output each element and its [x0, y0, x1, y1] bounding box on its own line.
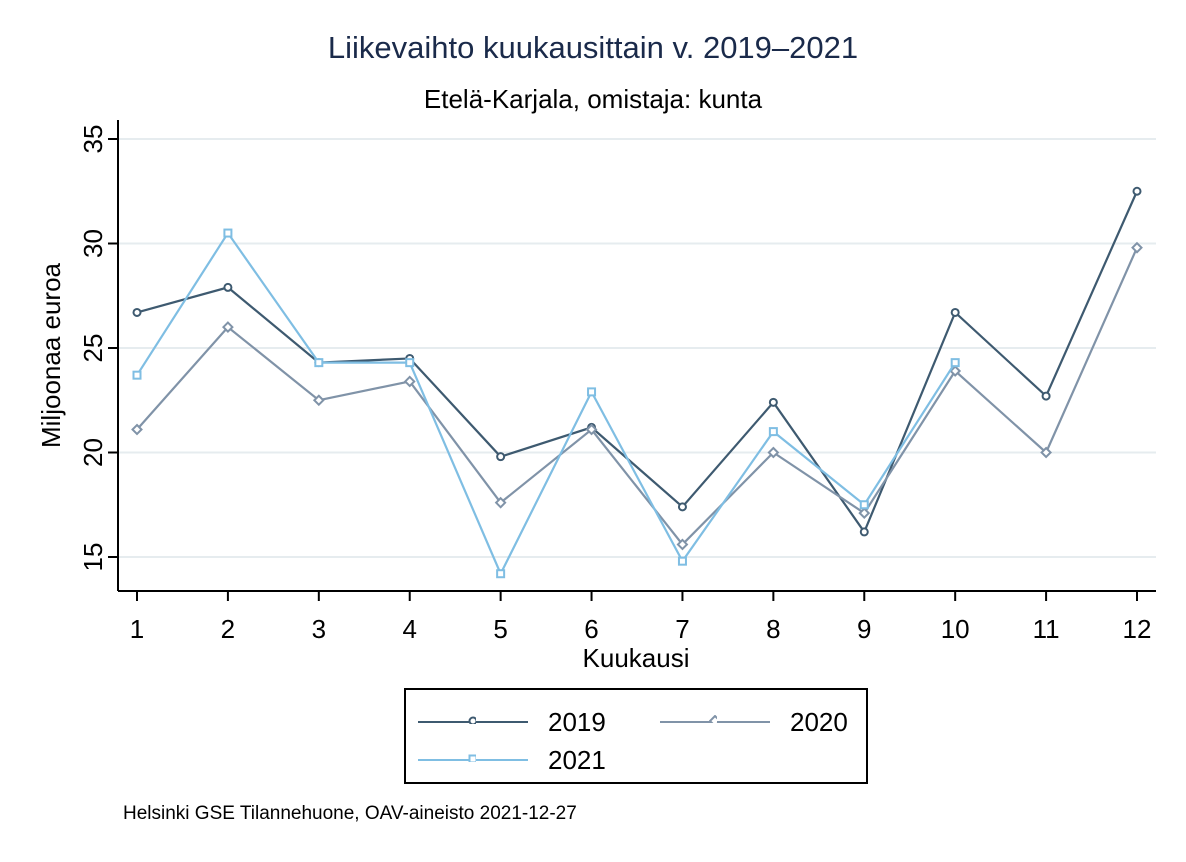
source-note: Helsinki GSE Tilannehuone, OAV-aineisto … [123, 803, 577, 824]
point-2021-2 [223, 228, 233, 238]
x-axis-title: Kuukausi [583, 643, 690, 673]
point-2020-1 [131, 423, 143, 436]
legend-label-2020: 2020 [790, 707, 848, 737]
x-tick-label-10: 10 [941, 614, 970, 644]
circle-marker-icon [468, 716, 476, 724]
point-2019-2 [223, 282, 233, 292]
point-2019-1 [132, 307, 142, 317]
point-2019-8 [768, 397, 778, 407]
x-tick-label-2: 2 [221, 614, 235, 644]
x-tick-label-12: 12 [1123, 614, 1152, 644]
point-2019-5 [496, 452, 506, 462]
legend: 2019 2020 2021 [404, 688, 868, 784]
point-2019-10 [950, 307, 960, 317]
x-tick-label-9: 9 [857, 614, 871, 644]
x-tick-label-7: 7 [675, 614, 689, 644]
series-line-2021 [136, 231, 957, 577]
x-tick-label-4: 4 [402, 614, 416, 644]
x-tick-label-11: 11 [1033, 614, 1060, 644]
point-2020-5 [494, 496, 507, 509]
point-2020-7 [676, 538, 689, 551]
point-2020-11 [1040, 446, 1053, 459]
series-line-2020 [136, 247, 1139, 547]
point-2019-7 [677, 502, 687, 512]
point-2021-8 [768, 427, 778, 437]
point-2020-10 [949, 365, 962, 377]
point-2021-1 [132, 370, 142, 380]
point-2021-10 [950, 358, 960, 368]
legend-label-2019: 2019 [548, 707, 606, 737]
series-line-2019 [136, 190, 1139, 535]
y-tick-label-30: 30 [78, 229, 108, 258]
point-2019-12 [1132, 186, 1142, 196]
point-2021-9 [859, 500, 869, 510]
diamond-marker-icon [709, 715, 717, 723]
x-tick-label-8: 8 [766, 614, 780, 644]
point-2020-3 [312, 394, 325, 407]
point-2020-12 [1131, 241, 1143, 254]
chart-subtitle: Etelä-Karjala, omistaja: kunta [423, 84, 763, 114]
series-group [131, 186, 1143, 579]
x-tick-label-3: 3 [312, 614, 326, 644]
point-2020-8 [767, 446, 780, 459]
square-marker-icon [468, 754, 476, 762]
point-2019-9 [859, 527, 869, 537]
grid-lines [118, 138, 1156, 558]
legend-label-2021: 2021 [548, 745, 606, 775]
point-2021-3 [314, 358, 324, 368]
point-2019-11 [1041, 391, 1051, 401]
chart-title: Liikevaihto kuukausittain v. 2019–2021 [327, 30, 859, 65]
point-2021-5 [496, 569, 506, 579]
point-2021-7 [677, 556, 687, 566]
y-tick-label-35: 35 [78, 125, 108, 154]
x-tick-label-6: 6 [584, 614, 598, 644]
y-axis-title: Miljoonaa euroa [36, 262, 66, 448]
point-2020-6 [585, 423, 598, 436]
point-2020-9 [858, 507, 871, 520]
x-tick-label-1: 1 [130, 614, 144, 644]
point-2020-4 [403, 375, 416, 388]
point-2021-6 [587, 387, 597, 397]
point-2021-4 [405, 358, 415, 368]
x-tick-label-5: 5 [493, 614, 507, 644]
point-2020-2 [221, 321, 234, 334]
y-tick-label-20: 20 [78, 438, 108, 467]
y-tick-label-15: 15 [78, 543, 108, 572]
y-tick-label-25: 25 [78, 334, 108, 363]
